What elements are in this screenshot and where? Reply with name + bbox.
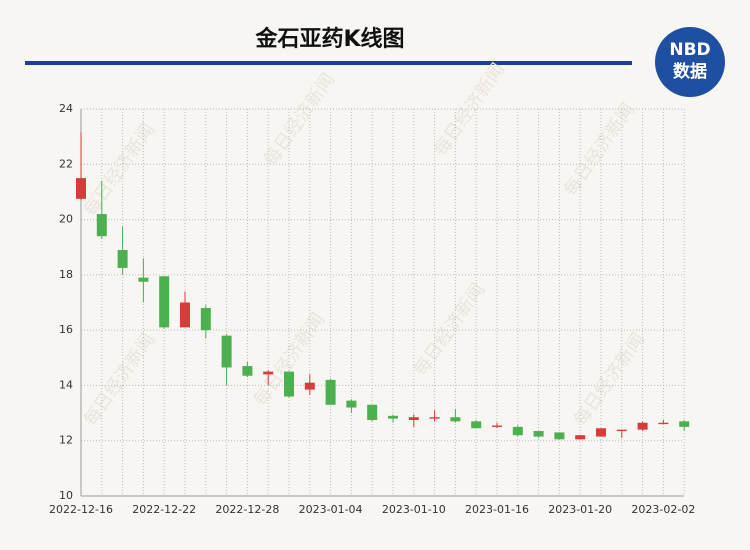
watermark: 每日经济新闻	[260, 69, 339, 170]
y-tick-label: 24	[59, 102, 73, 115]
x-tick-label: 2023-01-16	[465, 503, 529, 516]
y-tick-label: 18	[59, 268, 73, 281]
x-tick-label: 2023-01-10	[382, 503, 446, 516]
candle-body	[138, 277, 149, 282]
grid: 10 12 14 16 18 20 22 24 2022-12-16 2022-12-22 2022…	[49, 102, 695, 516]
candle-body	[76, 178, 86, 199]
logo-text: NBD	[669, 40, 710, 60]
candle-body	[242, 366, 253, 376]
candle-body	[304, 382, 315, 390]
candle-body	[180, 302, 190, 328]
candle-body	[596, 428, 606, 437]
watermark: 每日经济新闻	[560, 99, 639, 200]
candle-body	[159, 276, 170, 328]
candle-body	[679, 421, 690, 427]
candle-body	[325, 379, 336, 405]
watermark: 每日经济新闻	[80, 329, 159, 430]
candle-body	[284, 371, 294, 397]
x-tick-label: 2022-12-28	[215, 503, 279, 516]
y-tick-label: 22	[59, 157, 73, 170]
candle-body	[200, 308, 211, 331]
candle-body	[388, 415, 398, 419]
candle-body	[346, 400, 357, 408]
candle-body	[658, 422, 669, 425]
x-tick-label: 2023-01-20	[548, 503, 612, 516]
candle-body	[117, 249, 128, 268]
candle-body	[575, 435, 586, 440]
logo	[655, 27, 725, 97]
x-tick-label: 2022-12-22	[132, 503, 196, 516]
x-tick-label: 2023-02-02	[631, 503, 695, 516]
y-tick-label: 14	[59, 378, 73, 391]
y-tick-label: 12	[59, 434, 73, 447]
candle-body	[429, 417, 440, 419]
candle-body	[263, 371, 274, 375]
candle-body	[96, 214, 107, 237]
x-tick-label: 2023-01-04	[299, 503, 363, 516]
x-tick-label: 2022-12-16	[49, 503, 113, 516]
candle-body	[512, 426, 523, 436]
candle-body	[471, 421, 482, 429]
watermark: 每日经济新闻	[570, 329, 649, 430]
logo-text: 数据	[673, 61, 707, 82]
candle-body	[408, 417, 419, 420]
y-tick-label: 16	[59, 323, 73, 336]
y-tick-label: 10	[59, 489, 73, 502]
candle-body	[367, 404, 378, 420]
candle-body	[450, 417, 461, 422]
candle-body	[533, 431, 544, 437]
candles	[76, 132, 690, 440]
candle-body	[554, 432, 565, 440]
header-rule	[25, 61, 632, 65]
y-tick-label: 20	[59, 213, 73, 226]
watermark: 每日经济新闻	[80, 119, 159, 220]
chart-title: 金石亚药K线图	[254, 26, 404, 52]
candle-body	[616, 429, 627, 432]
candle-body	[637, 422, 648, 430]
candle-body	[492, 425, 502, 427]
candle-body	[221, 335, 232, 368]
